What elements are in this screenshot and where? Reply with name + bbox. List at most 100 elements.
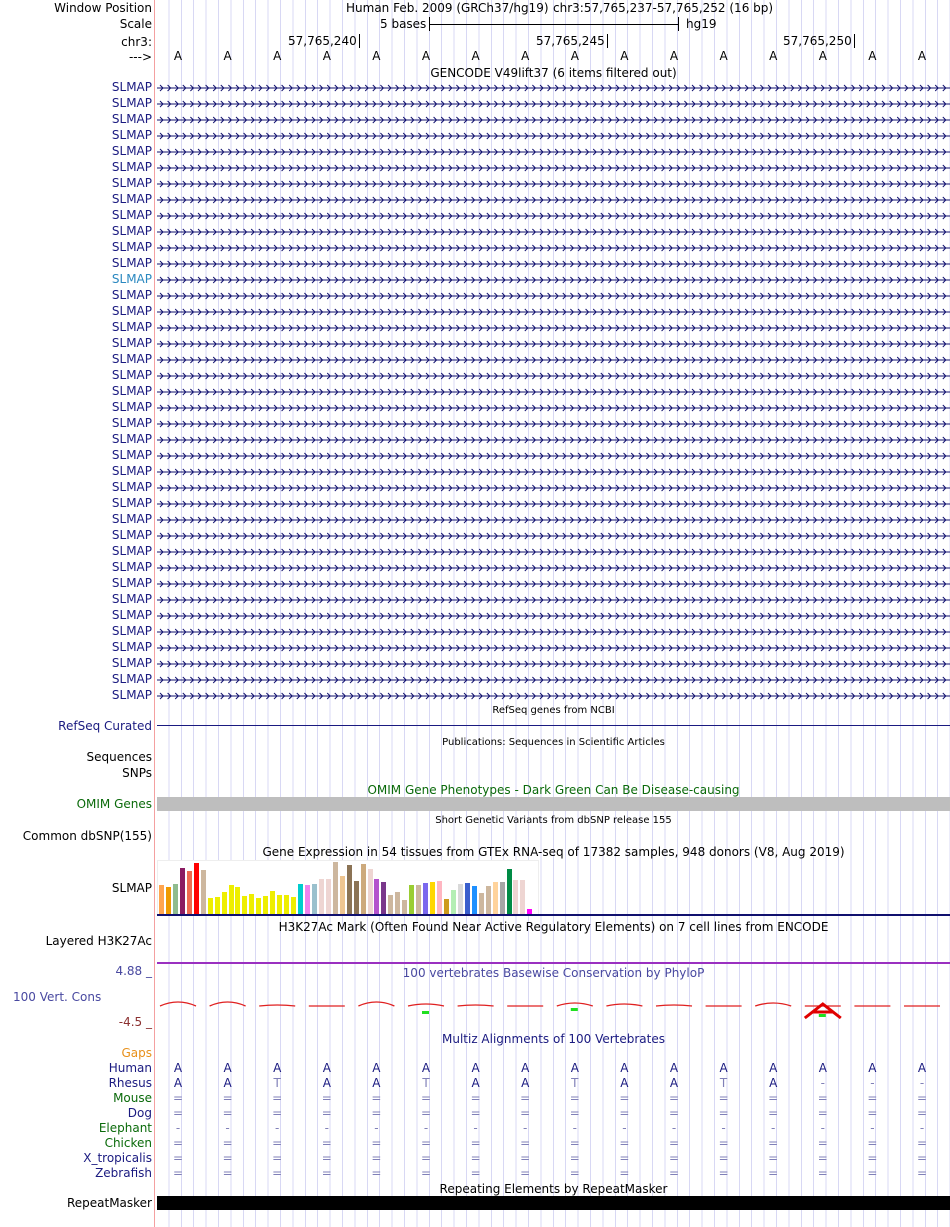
gene-label[interactable]: SLMAP [111,368,152,382]
gene-label[interactable]: SLMAP [111,624,152,638]
gtex-bar[interactable] [256,898,262,915]
gtex-bar[interactable] [304,885,310,915]
gene-model[interactable] [157,691,950,701]
gene-label[interactable]: SLMAP [111,480,152,494]
species-label[interactable]: Elephant [98,1121,152,1135]
species-label[interactable]: Dog [127,1106,152,1120]
gene-model[interactable] [157,195,950,205]
gene-model[interactable] [157,675,950,685]
gene-model[interactable] [157,371,950,381]
gtex-bar[interactable] [353,881,359,915]
gene-label[interactable]: SLMAP [111,672,152,686]
gene-label[interactable]: SLMAP [111,336,152,350]
gtex-bar[interactable] [423,883,429,915]
gtex-bar[interactable] [409,885,415,915]
gene-model[interactable] [157,99,950,109]
gtex-bar[interactable] [172,884,178,915]
gtex-bar[interactable] [527,909,533,915]
gene-label[interactable]: SLMAP [111,464,152,478]
gene-label[interactable]: SLMAP [111,144,152,158]
gtex-bar[interactable] [374,879,380,915]
gtex-bar-chart[interactable] [157,860,539,916]
gtex-bar[interactable] [186,871,192,915]
gene-label[interactable]: SLMAP [111,96,152,110]
gene-label[interactable]: SLMAP [111,544,152,558]
gene-label[interactable]: SLMAP [111,352,152,366]
gtex-bar[interactable] [298,884,303,915]
gtex-bar[interactable] [277,895,283,915]
gtex-bar[interactable] [478,893,484,915]
gtex-bar[interactable] [395,892,401,915]
gene-label[interactable]: SLMAP [111,432,152,446]
gene-model[interactable] [157,579,950,589]
gene-label[interactable]: SLMAP [111,112,152,126]
gene-label[interactable]: SLMAP [111,384,152,398]
gene-model[interactable] [157,147,950,157]
gtex-bar[interactable] [450,890,456,915]
gene-label[interactable]: SLMAP [111,272,152,286]
gene-model[interactable] [157,499,950,509]
gtex-bar[interactable] [437,881,442,915]
gene-label[interactable]: SLMAP [111,528,152,542]
gene-label[interactable]: SLMAP [111,592,152,606]
gtex-bar[interactable] [263,896,269,915]
gene-model[interactable] [157,595,950,605]
gtex-bar[interactable] [367,869,373,915]
gtex-bar[interactable] [165,887,171,915]
gene-model[interactable] [157,467,950,477]
gtex-bar[interactable] [430,882,436,915]
gene-model[interactable] [157,163,950,173]
repeatmasker-label[interactable]: RepeatMasker [66,1196,152,1210]
gene-model[interactable] [157,403,950,413]
gtex-bar[interactable] [207,898,213,915]
gtex-bar[interactable] [457,884,463,915]
gtex-bar[interactable] [402,900,408,915]
gene-label[interactable]: SLMAP [111,80,152,94]
gtex-bar[interactable] [284,895,290,915]
gene-model[interactable] [157,83,950,93]
gtex-bar[interactable] [291,897,297,915]
gtex-bar[interactable] [513,880,519,915]
gene-model[interactable] [157,483,950,493]
gtex-bar[interactable] [443,899,449,915]
species-label[interactable]: Human [108,1061,152,1075]
gtex-bar[interactable] [485,886,491,915]
gene-model[interactable] [157,531,950,541]
gene-label[interactable]: SLMAP [111,176,152,190]
gtex-bar[interactable] [249,894,255,915]
gene-label[interactable]: SLMAP [111,608,152,622]
publications-snps-label[interactable]: SNPs [122,766,152,780]
gene-model[interactable] [157,275,950,285]
gtex-bar[interactable] [346,865,352,915]
gene-model[interactable] [157,115,950,125]
gene-label[interactable]: SLMAP [111,560,152,574]
gtex-bar[interactable] [270,891,276,915]
gtex-bar[interactable] [311,884,317,915]
gene-model[interactable] [157,547,950,557]
gene-model[interactable] [157,339,950,349]
gene-label[interactable]: SLMAP [111,240,152,254]
gene-model[interactable] [157,259,950,269]
gene-model[interactable] [157,627,950,637]
gene-model[interactable] [157,291,950,301]
gene-model[interactable] [157,355,950,365]
phylop-label[interactable]: 100 Vert. Cons [13,990,102,1004]
species-label[interactable]: Rhesus [108,1076,152,1090]
gene-label[interactable]: SLMAP [111,256,152,270]
gene-model[interactable] [157,659,950,669]
gtex-bar[interactable] [179,868,185,915]
gene-label[interactable]: SLMAP [111,224,152,238]
refseq-label[interactable]: RefSeq Curated [58,719,152,733]
gene-label[interactable]: SLMAP [111,192,152,206]
gtex-bar[interactable] [381,882,387,915]
gtex-bar[interactable] [325,879,331,915]
h3k27ac-label[interactable]: Layered H3K27Ac [45,934,152,948]
gene-model[interactable] [157,435,950,445]
gtex-bar[interactable] [388,895,394,915]
phylop-wiggle[interactable] [0,990,950,1030]
gtex-bar[interactable] [228,885,234,915]
gtex-bar[interactable] [416,885,422,915]
gtex-bar[interactable] [193,863,199,915]
gene-model[interactable] [157,563,950,573]
repeatmasker-bar[interactable] [157,1196,950,1210]
